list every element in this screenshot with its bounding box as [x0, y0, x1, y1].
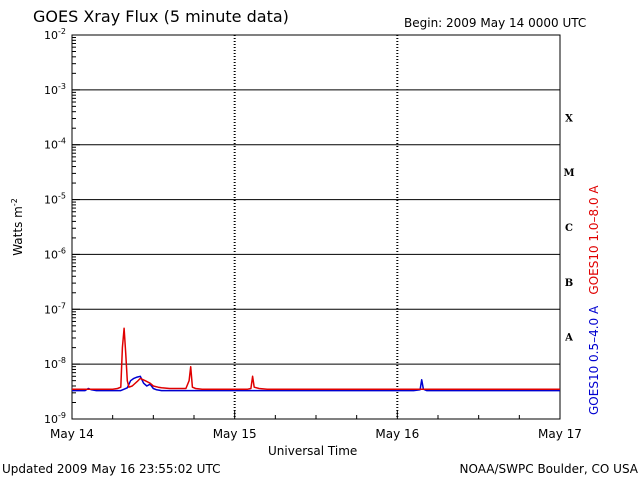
y-tick-label: 10-4: [44, 137, 66, 152]
y-tick-base: 10: [44, 303, 58, 316]
x-tick-label: May 15: [213, 427, 257, 441]
begin-time: Begin: 2009 May 14 0000 UTC: [404, 16, 586, 30]
credit-text: NOAA/SWPC Boulder, CO USA: [460, 462, 639, 476]
grid-lines: [72, 35, 560, 419]
x-axis-ticks: May 14 May 15 May 16 May 17: [50, 411, 582, 441]
flare-class-label: A: [564, 333, 573, 344]
x-tick-label: May 16: [375, 427, 419, 441]
y-tick-base: 10: [44, 29, 58, 42]
chart-title: GOES Xray Flux (5 minute data): [33, 7, 289, 26]
updated-timestamp: Updated 2009 May 16 23:55:02 UTC: [2, 462, 220, 476]
flare-class-label: M: [563, 168, 574, 179]
y-tick-label: 10-7: [44, 301, 66, 316]
y-tick-label: 10-6: [44, 246, 66, 261]
x-axis-label: Universal Time: [268, 444, 357, 458]
y-tick-base: 10: [44, 139, 58, 152]
flare-class-labels: A B C M X: [563, 113, 574, 343]
y-tick-exponent: -2: [58, 27, 66, 36]
x-tick-label: May 14: [50, 427, 94, 441]
data-series: [72, 327, 560, 392]
y-tick-label: 10-2: [44, 27, 66, 42]
y-tick-label: 10-8: [44, 356, 66, 371]
y-tick-exponent: -3: [58, 82, 66, 91]
y-axis-label-sup: -2: [10, 198, 19, 206]
y-axis-label: Watts m: [11, 206, 25, 256]
y-tick-exponent: -8: [58, 356, 66, 365]
y-axis-label-group: Watts m-2: [10, 198, 25, 256]
svg-text:Watts m-2: Watts m-2: [10, 198, 25, 256]
plot-frame: [71, 34, 561, 420]
flare-class-label: B: [565, 278, 573, 289]
legend-series-red: GOES10 1.0–8.0 A: [587, 185, 601, 295]
y-tick-label: 10-9: [44, 411, 66, 426]
y-tick-exponent: -9: [58, 411, 66, 420]
y-tick-exponent: -6: [58, 246, 66, 255]
y-tick-label: 10-3: [44, 82, 66, 97]
series-line: [72, 375, 560, 392]
y-tick-exponent: -7: [58, 301, 66, 310]
y-tick-base: 10: [44, 84, 58, 97]
y-tick-base: 10: [44, 194, 58, 207]
y-tick-exponent: -4: [58, 137, 66, 146]
y-axis-ticks: 10-910-810-710-610-510-410-310-2: [44, 27, 80, 426]
legend-label-blue: GOES10 0.5–4.0 A: [587, 305, 601, 415]
y-tick-exponent: -5: [58, 192, 66, 201]
flare-class-label: X: [565, 113, 573, 124]
flare-class-label: C: [565, 223, 573, 234]
y-tick-base: 10: [44, 358, 58, 371]
y-tick-label: 10-5: [44, 192, 66, 207]
legend-series-blue: GOES10 0.5–4.0 A: [587, 305, 601, 415]
y-tick-base: 10: [44, 248, 58, 261]
legend-label-red: GOES10 1.0–8.0 A: [587, 185, 601, 295]
series-line: [72, 327, 560, 390]
y-tick-base: 10: [44, 413, 58, 426]
x-tick-label: May 17: [538, 427, 582, 441]
